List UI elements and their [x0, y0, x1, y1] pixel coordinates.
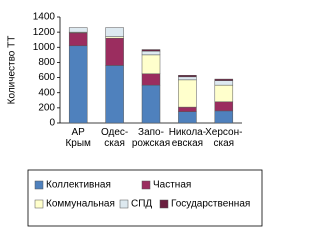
chart: Количество ТТ 0 200 400 600 800 1000 1200 1400 А…	[7, 12, 263, 227]
y-tick-label: 1400	[33, 12, 56, 23]
y-tick-label: 200	[38, 102, 55, 113]
y-axis-label: Количество ТТ	[7, 36, 18, 105]
bar-segment	[178, 79, 197, 108]
bar-segment	[141, 54, 161, 75]
legend-swatch	[34, 180, 44, 190]
x-tick-label: Никола-евская	[169, 127, 206, 149]
y-tick-label: 1000	[33, 42, 56, 53]
legend-box	[27, 169, 263, 227]
y-tick-label: 600	[38, 72, 55, 83]
bar-segment	[178, 76, 197, 81]
bar-segment	[141, 50, 161, 56]
x-tick-label: Запо-рожская	[132, 127, 170, 149]
bar-segment	[105, 27, 124, 37]
y-tick-label: 1200	[33, 27, 56, 38]
bar-segment	[178, 111, 197, 124]
x-tick-label: Одес-ская	[101, 127, 128, 149]
y-tick-label: 0	[49, 118, 55, 129]
bar-segment	[214, 80, 234, 86]
bar-segment	[141, 73, 161, 86]
bar-segment	[68, 27, 88, 33]
bar-segment	[214, 101, 234, 112]
legend-swatch	[159, 199, 169, 209]
legend-label: Коллективная	[46, 180, 111, 191]
legend-label: Государственная	[171, 199, 250, 210]
bar-segment	[214, 110, 234, 124]
bar-segment	[141, 84, 161, 124]
legend-swatch	[119, 199, 129, 209]
bar-segment	[214, 78, 234, 81]
y-tick-label: 400	[38, 87, 55, 98]
bar-segment	[105, 65, 124, 124]
bar-segment	[68, 45, 88, 124]
x-tick-label: АР Крым	[65, 127, 91, 149]
legend-label: Коммунальная	[46, 199, 115, 210]
bar-segment	[68, 32, 88, 47]
bar-segment	[178, 75, 197, 78]
legend-swatch	[141, 180, 151, 190]
legend-label: СПД	[131, 199, 152, 210]
x-tick-label: Херсон-ская	[205, 127, 242, 149]
bar-segment	[214, 84, 234, 103]
bar-segment	[105, 37, 124, 66]
bar-segment	[141, 49, 161, 52]
y-tick-label: 800	[38, 57, 55, 68]
legend-label: Частная	[153, 180, 191, 191]
legend-swatch	[34, 199, 44, 209]
bar-segment	[178, 106, 197, 112]
